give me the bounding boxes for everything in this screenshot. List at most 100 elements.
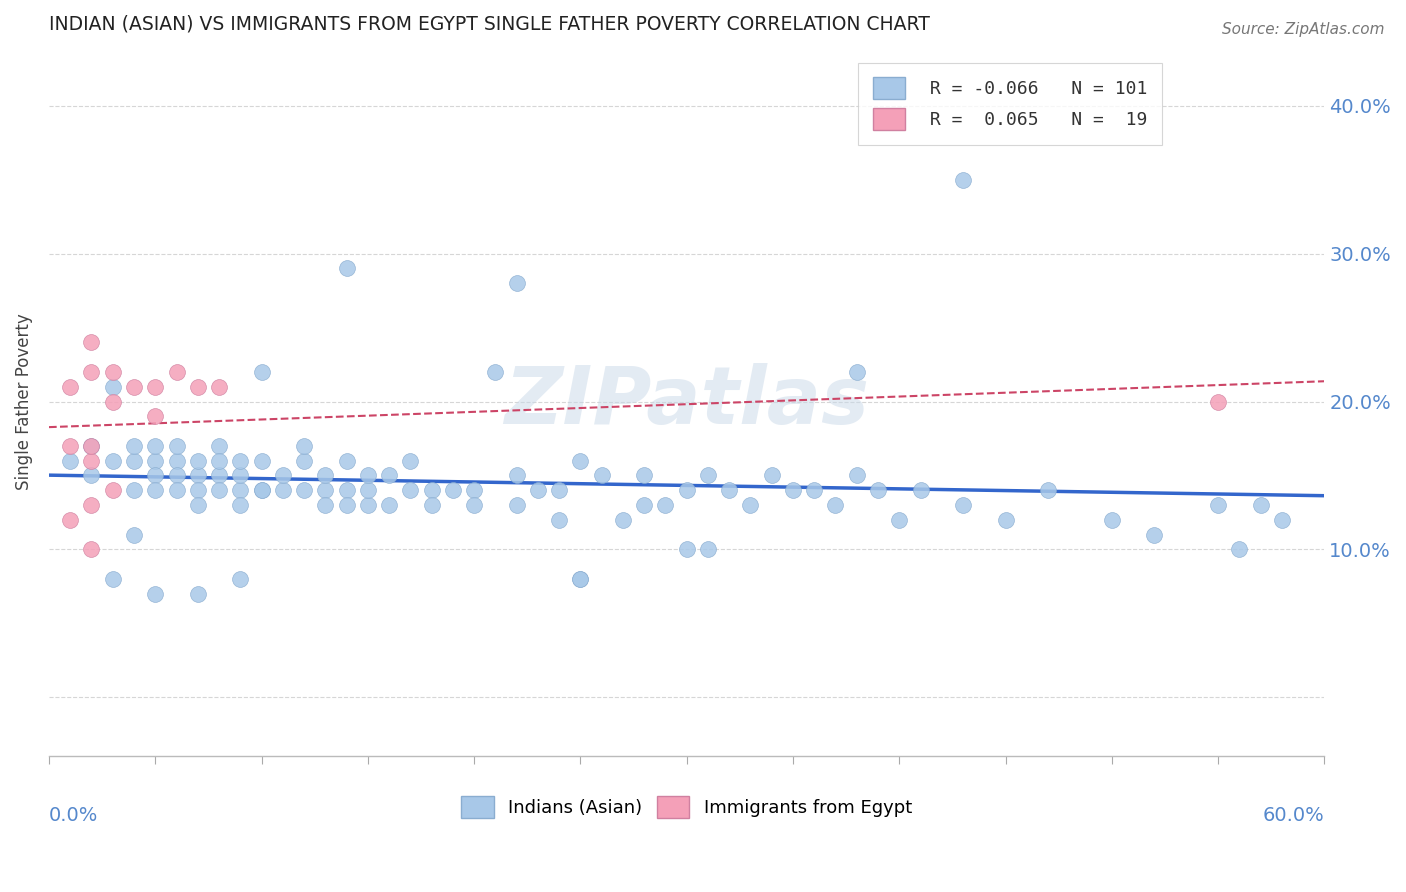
Point [591,468,613,483]
Point [952,498,974,512]
Point [697,542,720,557]
Point [166,468,188,483]
Point [250,365,273,379]
Point [187,483,209,498]
Point [59,380,82,394]
Text: ZIPatlas: ZIPatlas [505,362,869,441]
Point [548,483,571,498]
Point [80,453,103,467]
Point [229,483,252,498]
Point [292,453,315,467]
Point [143,483,166,498]
Point [101,453,124,467]
Point [229,453,252,467]
Point [59,513,82,527]
Point [122,439,145,453]
Point [122,527,145,541]
Point [1227,542,1250,557]
Point [569,572,592,586]
Point [292,439,315,453]
Point [654,498,676,512]
Point [314,468,336,483]
Point [845,468,868,483]
Point [187,587,209,601]
Point [250,483,273,498]
Point [208,468,231,483]
Point [441,483,464,498]
Text: Source: ZipAtlas.com: Source: ZipAtlas.com [1222,22,1385,37]
Point [420,498,443,512]
Point [357,498,380,512]
Point [80,498,103,512]
Point [718,483,741,498]
Point [80,439,103,453]
Point [187,498,209,512]
Point [803,483,825,498]
Point [994,513,1017,527]
Point [208,453,231,467]
Point [463,483,485,498]
Point [80,335,103,350]
Point [208,483,231,498]
Point [866,483,889,498]
Point [1101,513,1123,527]
Point [952,173,974,187]
Point [1271,513,1294,527]
Point [569,453,592,467]
Point [505,277,527,291]
Point [187,380,209,394]
Point [143,453,166,467]
Point [271,483,294,498]
Point [166,439,188,453]
Point [80,468,103,483]
Point [59,453,82,467]
Point [420,483,443,498]
Point [143,409,166,424]
Point [250,453,273,467]
Point [399,483,422,498]
Point [122,453,145,467]
Text: 0.0%: 0.0% [49,806,98,825]
Text: INDIAN (ASIAN) VS IMMIGRANTS FROM EGYPT SINGLE FATHER POVERTY CORRELATION CHART: INDIAN (ASIAN) VS IMMIGRANTS FROM EGYPT … [49,15,929,34]
Point [166,453,188,467]
Point [1143,527,1166,541]
Point [166,483,188,498]
Point [59,439,82,453]
Point [612,513,634,527]
Point [889,513,911,527]
Point [357,468,380,483]
Point [80,365,103,379]
Point [187,468,209,483]
Point [633,468,655,483]
Point [101,365,124,379]
Point [143,439,166,453]
Point [399,453,422,467]
Point [633,498,655,512]
Point [80,439,103,453]
Point [1206,394,1229,409]
Point [101,380,124,394]
Point [357,483,380,498]
Point [292,483,315,498]
Text: 60.0%: 60.0% [1263,806,1324,825]
Point [824,498,846,512]
Point [101,483,124,498]
Point [675,542,697,557]
Point [166,365,188,379]
Point [335,261,357,276]
Point [484,365,506,379]
Point [229,468,252,483]
Point [463,498,485,512]
Point [271,468,294,483]
Point [740,498,762,512]
Point [527,483,550,498]
Point [250,483,273,498]
Point [101,572,124,586]
Point [143,468,166,483]
Point [208,380,231,394]
Point [229,572,252,586]
Point [505,498,527,512]
Point [314,483,336,498]
Point [910,483,932,498]
Point [335,483,357,498]
